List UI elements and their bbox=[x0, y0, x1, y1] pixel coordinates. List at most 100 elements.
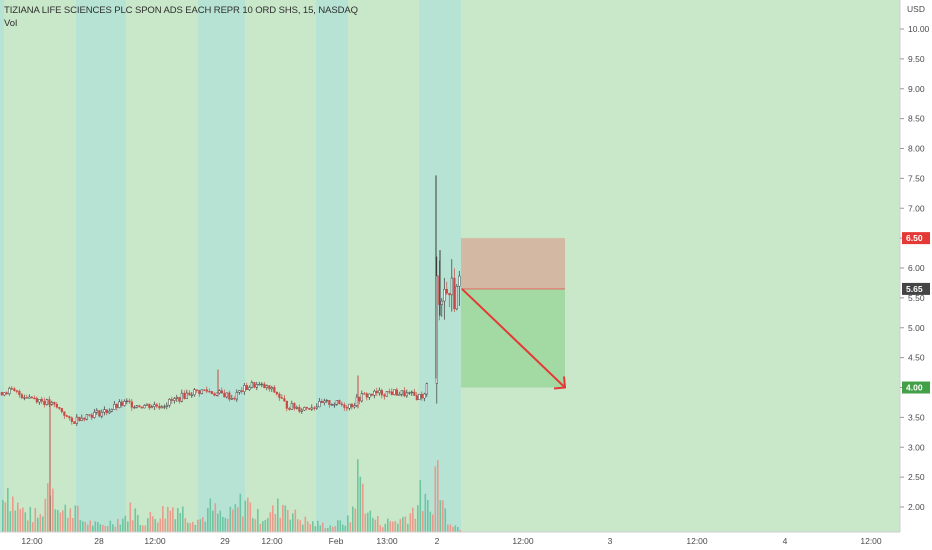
volume-bar bbox=[384, 523, 387, 532]
candle-body bbox=[85, 414, 88, 420]
volume-bar bbox=[134, 508, 137, 532]
candle-body bbox=[195, 389, 198, 391]
volume-bar bbox=[79, 519, 82, 532]
candle-body bbox=[450, 277, 453, 296]
candle-body bbox=[248, 387, 251, 391]
time-tick-label: 29 bbox=[220, 536, 230, 546]
time-tick-label: 12:00 bbox=[144, 536, 166, 546]
candle-body bbox=[203, 389, 206, 391]
candle-body bbox=[3, 392, 6, 396]
volume-bar bbox=[437, 460, 439, 532]
candle-body bbox=[68, 416, 71, 419]
volume-bar bbox=[182, 506, 184, 532]
volume-bar bbox=[67, 517, 69, 532]
volume-bar bbox=[397, 523, 399, 532]
volume-bar bbox=[372, 517, 374, 532]
candle-body bbox=[353, 405, 356, 408]
candle-body bbox=[160, 406, 163, 409]
candle-body bbox=[183, 392, 186, 399]
volume-bar bbox=[187, 522, 189, 532]
volume-bar bbox=[312, 521, 314, 532]
candle-body bbox=[58, 407, 61, 409]
candle-body bbox=[230, 397, 233, 400]
volume-bar bbox=[344, 525, 347, 532]
stop-loss-zone[interactable] bbox=[461, 238, 565, 289]
candle-body bbox=[300, 409, 303, 412]
candle-body bbox=[395, 389, 398, 396]
volume-bar bbox=[197, 519, 199, 532]
candle-body bbox=[93, 412, 96, 418]
candle-body bbox=[340, 403, 343, 406]
candle-body bbox=[145, 403, 148, 406]
candle-body bbox=[143, 405, 146, 409]
time-tick-label: 12:00 bbox=[860, 536, 882, 546]
volume-bar bbox=[139, 524, 142, 532]
time-tick-label: 12:00 bbox=[21, 536, 43, 546]
candle-body bbox=[53, 401, 56, 405]
price-tick-label: 10.00 bbox=[908, 24, 930, 34]
time-tick-label: 12:00 bbox=[261, 536, 283, 546]
price-tick-label: 2.50 bbox=[908, 472, 925, 482]
candle-body bbox=[383, 394, 386, 397]
volume-bar bbox=[272, 505, 274, 532]
volume-bar bbox=[232, 509, 234, 532]
volume-bar bbox=[224, 517, 227, 532]
candle-body bbox=[168, 399, 171, 406]
candle-body bbox=[325, 400, 328, 402]
candle-body bbox=[263, 383, 266, 388]
price-tick-label: 7.50 bbox=[908, 173, 925, 183]
candle-body bbox=[135, 405, 138, 408]
volume-bar bbox=[159, 518, 162, 532]
candle-body bbox=[328, 400, 331, 405]
candle-body bbox=[338, 400, 341, 405]
volume-bar bbox=[229, 506, 232, 532]
volume-bar bbox=[234, 504, 237, 532]
volume-bar bbox=[254, 519, 257, 532]
volume-bar bbox=[282, 504, 284, 532]
volume-bar bbox=[297, 519, 299, 532]
price-tick-label: 3.00 bbox=[908, 442, 925, 452]
volume-bar bbox=[424, 493, 427, 532]
candle-body bbox=[420, 393, 423, 399]
candle-body bbox=[448, 292, 451, 296]
candle-body bbox=[258, 384, 261, 386]
candle-body bbox=[38, 399, 41, 403]
price-tick-label: 5.00 bbox=[908, 323, 925, 333]
candle-body bbox=[180, 392, 183, 402]
candle-body bbox=[410, 391, 413, 394]
candle-body bbox=[235, 391, 238, 400]
volume-bar bbox=[237, 507, 239, 532]
candle-body bbox=[278, 393, 281, 398]
session-band-3 bbox=[316, 0, 348, 532]
volume-label[interactable]: Vol bbox=[4, 18, 18, 29]
candle-body bbox=[63, 411, 66, 416]
symbol-title[interactable]: TIZIANA LIFE SCIENCES PLC SPON ADS EACH … bbox=[4, 5, 358, 16]
candle-body bbox=[23, 397, 26, 399]
volume-bar bbox=[252, 518, 254, 532]
volume-bar bbox=[292, 513, 294, 532]
candle-body bbox=[165, 404, 168, 407]
volume-bar bbox=[94, 521, 97, 532]
volume-bar bbox=[362, 483, 364, 532]
candle-body bbox=[303, 407, 306, 411]
candle-body bbox=[245, 385, 248, 391]
volume-bar bbox=[172, 507, 174, 532]
volume-bar bbox=[309, 524, 312, 532]
stop-price-tag: 6.50 bbox=[906, 233, 923, 243]
candle-body bbox=[148, 403, 151, 409]
price-tick-label: 2.00 bbox=[908, 502, 925, 512]
candle-body bbox=[355, 396, 358, 406]
volume-bar bbox=[17, 502, 19, 532]
candle-body bbox=[155, 404, 158, 407]
time-tick-label: 4 bbox=[783, 536, 788, 546]
candle-body bbox=[185, 392, 188, 399]
volume-bar bbox=[59, 512, 62, 532]
candle-body bbox=[373, 390, 376, 396]
volume-bar bbox=[157, 522, 159, 532]
volume-bar bbox=[387, 518, 389, 532]
volume-bar bbox=[269, 512, 272, 532]
candle-body bbox=[305, 407, 308, 409]
volume-bar bbox=[164, 518, 167, 532]
